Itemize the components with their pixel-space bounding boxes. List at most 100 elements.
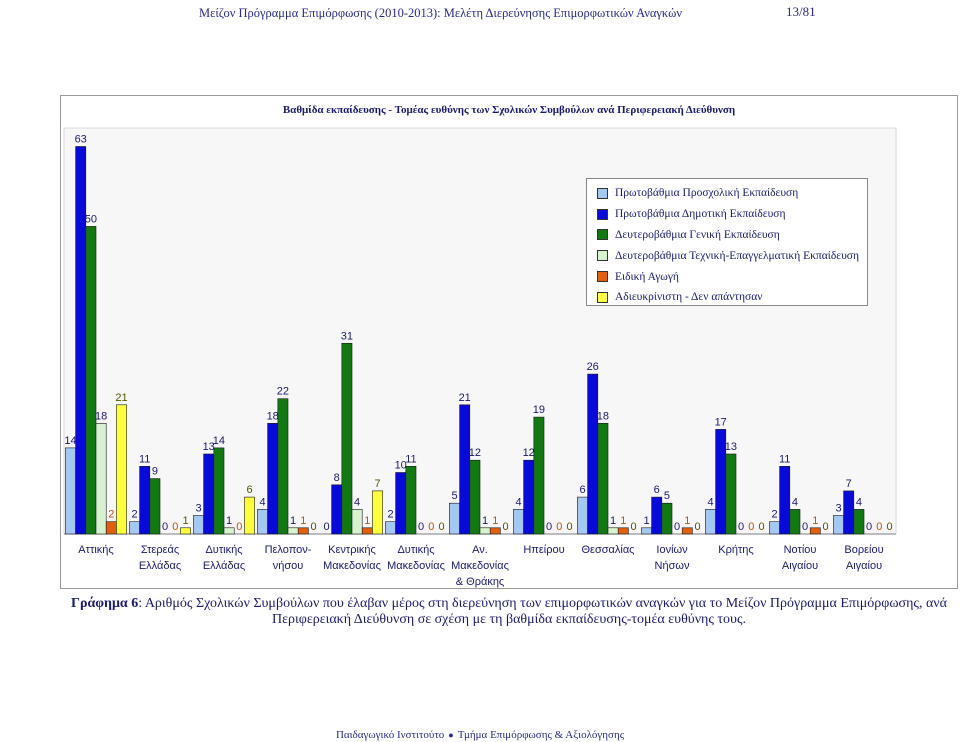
data-label: 0 bbox=[758, 521, 764, 533]
bar bbox=[277, 398, 289, 535]
data-label: 1 bbox=[643, 515, 649, 527]
data-label: 10 bbox=[395, 460, 407, 472]
separator-dot-icon: ● bbox=[448, 730, 454, 740]
bar bbox=[769, 521, 780, 535]
data-label: 0 bbox=[418, 521, 424, 533]
bar bbox=[193, 515, 204, 535]
legend-item: Ειδική Αγωγή bbox=[597, 266, 867, 287]
data-label: 1 bbox=[482, 515, 488, 527]
data-label: 3 bbox=[195, 503, 201, 515]
data-label: 11 bbox=[405, 453, 416, 465]
bar bbox=[361, 527, 373, 535]
bar bbox=[75, 146, 87, 535]
data-label: 0 bbox=[556, 521, 562, 533]
data-label: 1 bbox=[812, 515, 818, 527]
data-label: 0 bbox=[172, 521, 178, 533]
legend-swatch bbox=[597, 271, 608, 283]
data-label: 13 bbox=[725, 441, 737, 453]
data-label: 18 bbox=[267, 410, 279, 422]
data-label: 0 bbox=[502, 521, 508, 533]
bar bbox=[833, 515, 844, 535]
data-label: 50 bbox=[85, 213, 97, 225]
legend-label: Πρωτοβάθμια Δημοτική Εκπαίδευση bbox=[615, 208, 786, 221]
data-label: 8 bbox=[334, 472, 340, 484]
data-label: 0 bbox=[566, 521, 572, 533]
page-footer: Παιδαγωγικό Ινστιτούτο ● Τμήμα Επιμόρφωσης… bbox=[0, 729, 960, 741]
data-label: 2 bbox=[131, 509, 137, 521]
bar bbox=[116, 404, 127, 535]
data-label: 6 bbox=[579, 484, 585, 496]
bar bbox=[705, 509, 716, 535]
x-tick-label: Ελλάδας bbox=[203, 560, 245, 572]
bar bbox=[533, 416, 545, 535]
x-tick-label: Στερεάς bbox=[141, 544, 179, 556]
legend-swatch bbox=[597, 187, 608, 199]
x-tick-label: Πελοπον- bbox=[265, 544, 312, 556]
data-label: 0 bbox=[630, 521, 636, 533]
x-tick-label: Ιονίων bbox=[656, 544, 688, 556]
bar bbox=[459, 404, 471, 535]
data-label: 1 bbox=[684, 515, 690, 527]
bar bbox=[725, 453, 737, 535]
bar bbox=[105, 521, 117, 535]
caption-label: Γράφημα 6 bbox=[71, 596, 139, 611]
data-label: 0 bbox=[694, 521, 700, 533]
x-tick-label: & Θράκης bbox=[456, 576, 505, 588]
bar bbox=[607, 527, 619, 535]
legend-swatch bbox=[597, 208, 608, 220]
bar bbox=[513, 509, 524, 535]
chart-frame bbox=[60, 95, 958, 589]
x-tick-label: Νοτίου bbox=[784, 544, 817, 556]
chart-title: Βαθμίδα εκπαίδευσης - Τομέας ευθύνης των… bbox=[282, 104, 736, 116]
legend-swatch bbox=[597, 250, 608, 262]
x-tick-label: Αιγαίου bbox=[846, 560, 882, 572]
bar bbox=[789, 509, 801, 535]
x-tick-label: νήσου bbox=[273, 560, 304, 572]
data-label: 18 bbox=[95, 410, 107, 422]
footer-institute: Παιδαγωγικό Ινστιτούτο bbox=[335, 729, 445, 741]
bar bbox=[244, 496, 255, 535]
data-label: 0 bbox=[822, 521, 828, 533]
data-label: 3 bbox=[835, 503, 841, 515]
data-label: 12 bbox=[469, 447, 481, 459]
data-label: 4 bbox=[792, 496, 798, 508]
legend-label: Πρωτοβάθμια Προσχολική Εκπαίδευση bbox=[615, 187, 799, 200]
bar bbox=[297, 527, 309, 535]
data-label: 0 bbox=[546, 521, 552, 533]
data-label: 0 bbox=[310, 521, 316, 533]
bar bbox=[223, 527, 235, 535]
data-label: 0 bbox=[876, 521, 882, 533]
data-label: 7 bbox=[374, 478, 380, 490]
data-label: 14 bbox=[64, 435, 76, 447]
data-label: 1 bbox=[610, 515, 616, 527]
x-tick-label: Μακεδονίας bbox=[387, 560, 445, 572]
legend-swatch bbox=[597, 291, 608, 303]
figure-caption: Γράφημα 6: Αριθμός Σχολικών Συμβούλων πο… bbox=[60, 596, 958, 628]
bar bbox=[405, 465, 417, 535]
data-label: 18 bbox=[597, 410, 609, 422]
legend-item: Πρωτοβάθμια Δημοτική Εκπαίδευση bbox=[597, 204, 867, 225]
data-label: 31 bbox=[341, 330, 353, 342]
data-label: 21 bbox=[115, 392, 127, 404]
bar bbox=[577, 496, 588, 535]
data-label: 0 bbox=[674, 521, 680, 533]
data-label: 4 bbox=[354, 496, 360, 508]
bar bbox=[129, 521, 140, 535]
legend-label: Δευτεροβάθμια Τεχνική-Επαγγελματική Εκπα… bbox=[615, 249, 860, 262]
data-label: 1 bbox=[290, 515, 296, 527]
footer-department: Τμήμα Επιμόρφωσης & Αξιολόγησης bbox=[457, 729, 625, 741]
bar bbox=[95, 422, 107, 535]
data-label: 21 bbox=[459, 392, 471, 404]
x-tick-label: Θεσσαλίας bbox=[581, 544, 634, 556]
bar bbox=[597, 422, 609, 535]
data-label: 0 bbox=[866, 521, 872, 533]
legend-label: Δευτεροβάθμια Γενική Εκπαίδευση bbox=[615, 228, 780, 241]
data-label: 13 bbox=[203, 441, 215, 453]
legend-item: Δευτεροβάθμια Τεχνική-Επαγγελματική Εκπα… bbox=[597, 245, 867, 266]
caption-text: : Αριθμός Σχολικών Συμβούλων που έλαβαν … bbox=[138, 596, 947, 627]
bar bbox=[287, 527, 299, 535]
bar bbox=[523, 459, 535, 535]
bar bbox=[479, 527, 491, 535]
data-label: 11 bbox=[139, 453, 150, 465]
legend-item: Αδιευκρίνιστη - Δεν απάντησαν bbox=[597, 287, 867, 308]
